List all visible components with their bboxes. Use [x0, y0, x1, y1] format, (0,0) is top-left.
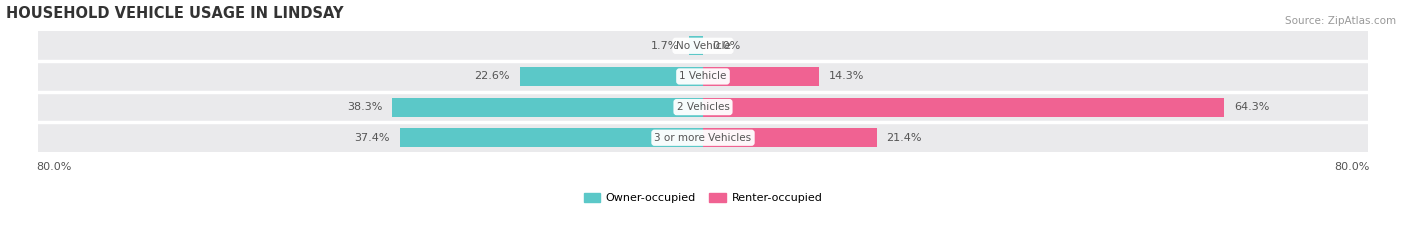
Text: 14.3%: 14.3% — [828, 72, 865, 82]
Legend: Owner-occupied, Renter-occupied: Owner-occupied, Renter-occupied — [579, 188, 827, 207]
Bar — [38, 62, 703, 91]
Text: 0.0%: 0.0% — [713, 41, 741, 51]
Bar — [38, 123, 703, 152]
Text: 1.7%: 1.7% — [651, 41, 679, 51]
Text: 38.3%: 38.3% — [347, 102, 382, 112]
Text: HOUSEHOLD VEHICLE USAGE IN LINDSAY: HOUSEHOLD VEHICLE USAGE IN LINDSAY — [6, 6, 343, 21]
Bar — [703, 62, 1368, 91]
Bar — [392, 98, 703, 116]
Bar — [703, 98, 1225, 116]
Bar — [38, 92, 703, 122]
Bar — [703, 67, 818, 86]
Bar — [689, 36, 703, 55]
Bar — [703, 92, 1368, 122]
Bar — [399, 128, 703, 147]
Text: No Vehicle: No Vehicle — [675, 41, 731, 51]
Bar — [703, 123, 1368, 152]
Text: 21.4%: 21.4% — [886, 133, 922, 143]
Text: 37.4%: 37.4% — [354, 133, 389, 143]
Bar — [38, 31, 703, 61]
Text: 22.6%: 22.6% — [474, 72, 510, 82]
Bar — [703, 128, 876, 147]
Bar — [520, 67, 703, 86]
Bar — [703, 31, 1368, 61]
Text: 1 Vehicle: 1 Vehicle — [679, 72, 727, 82]
Text: 64.3%: 64.3% — [1234, 102, 1270, 112]
Text: 3 or more Vehicles: 3 or more Vehicles — [654, 133, 752, 143]
Text: Source: ZipAtlas.com: Source: ZipAtlas.com — [1285, 16, 1396, 26]
Text: 2 Vehicles: 2 Vehicles — [676, 102, 730, 112]
